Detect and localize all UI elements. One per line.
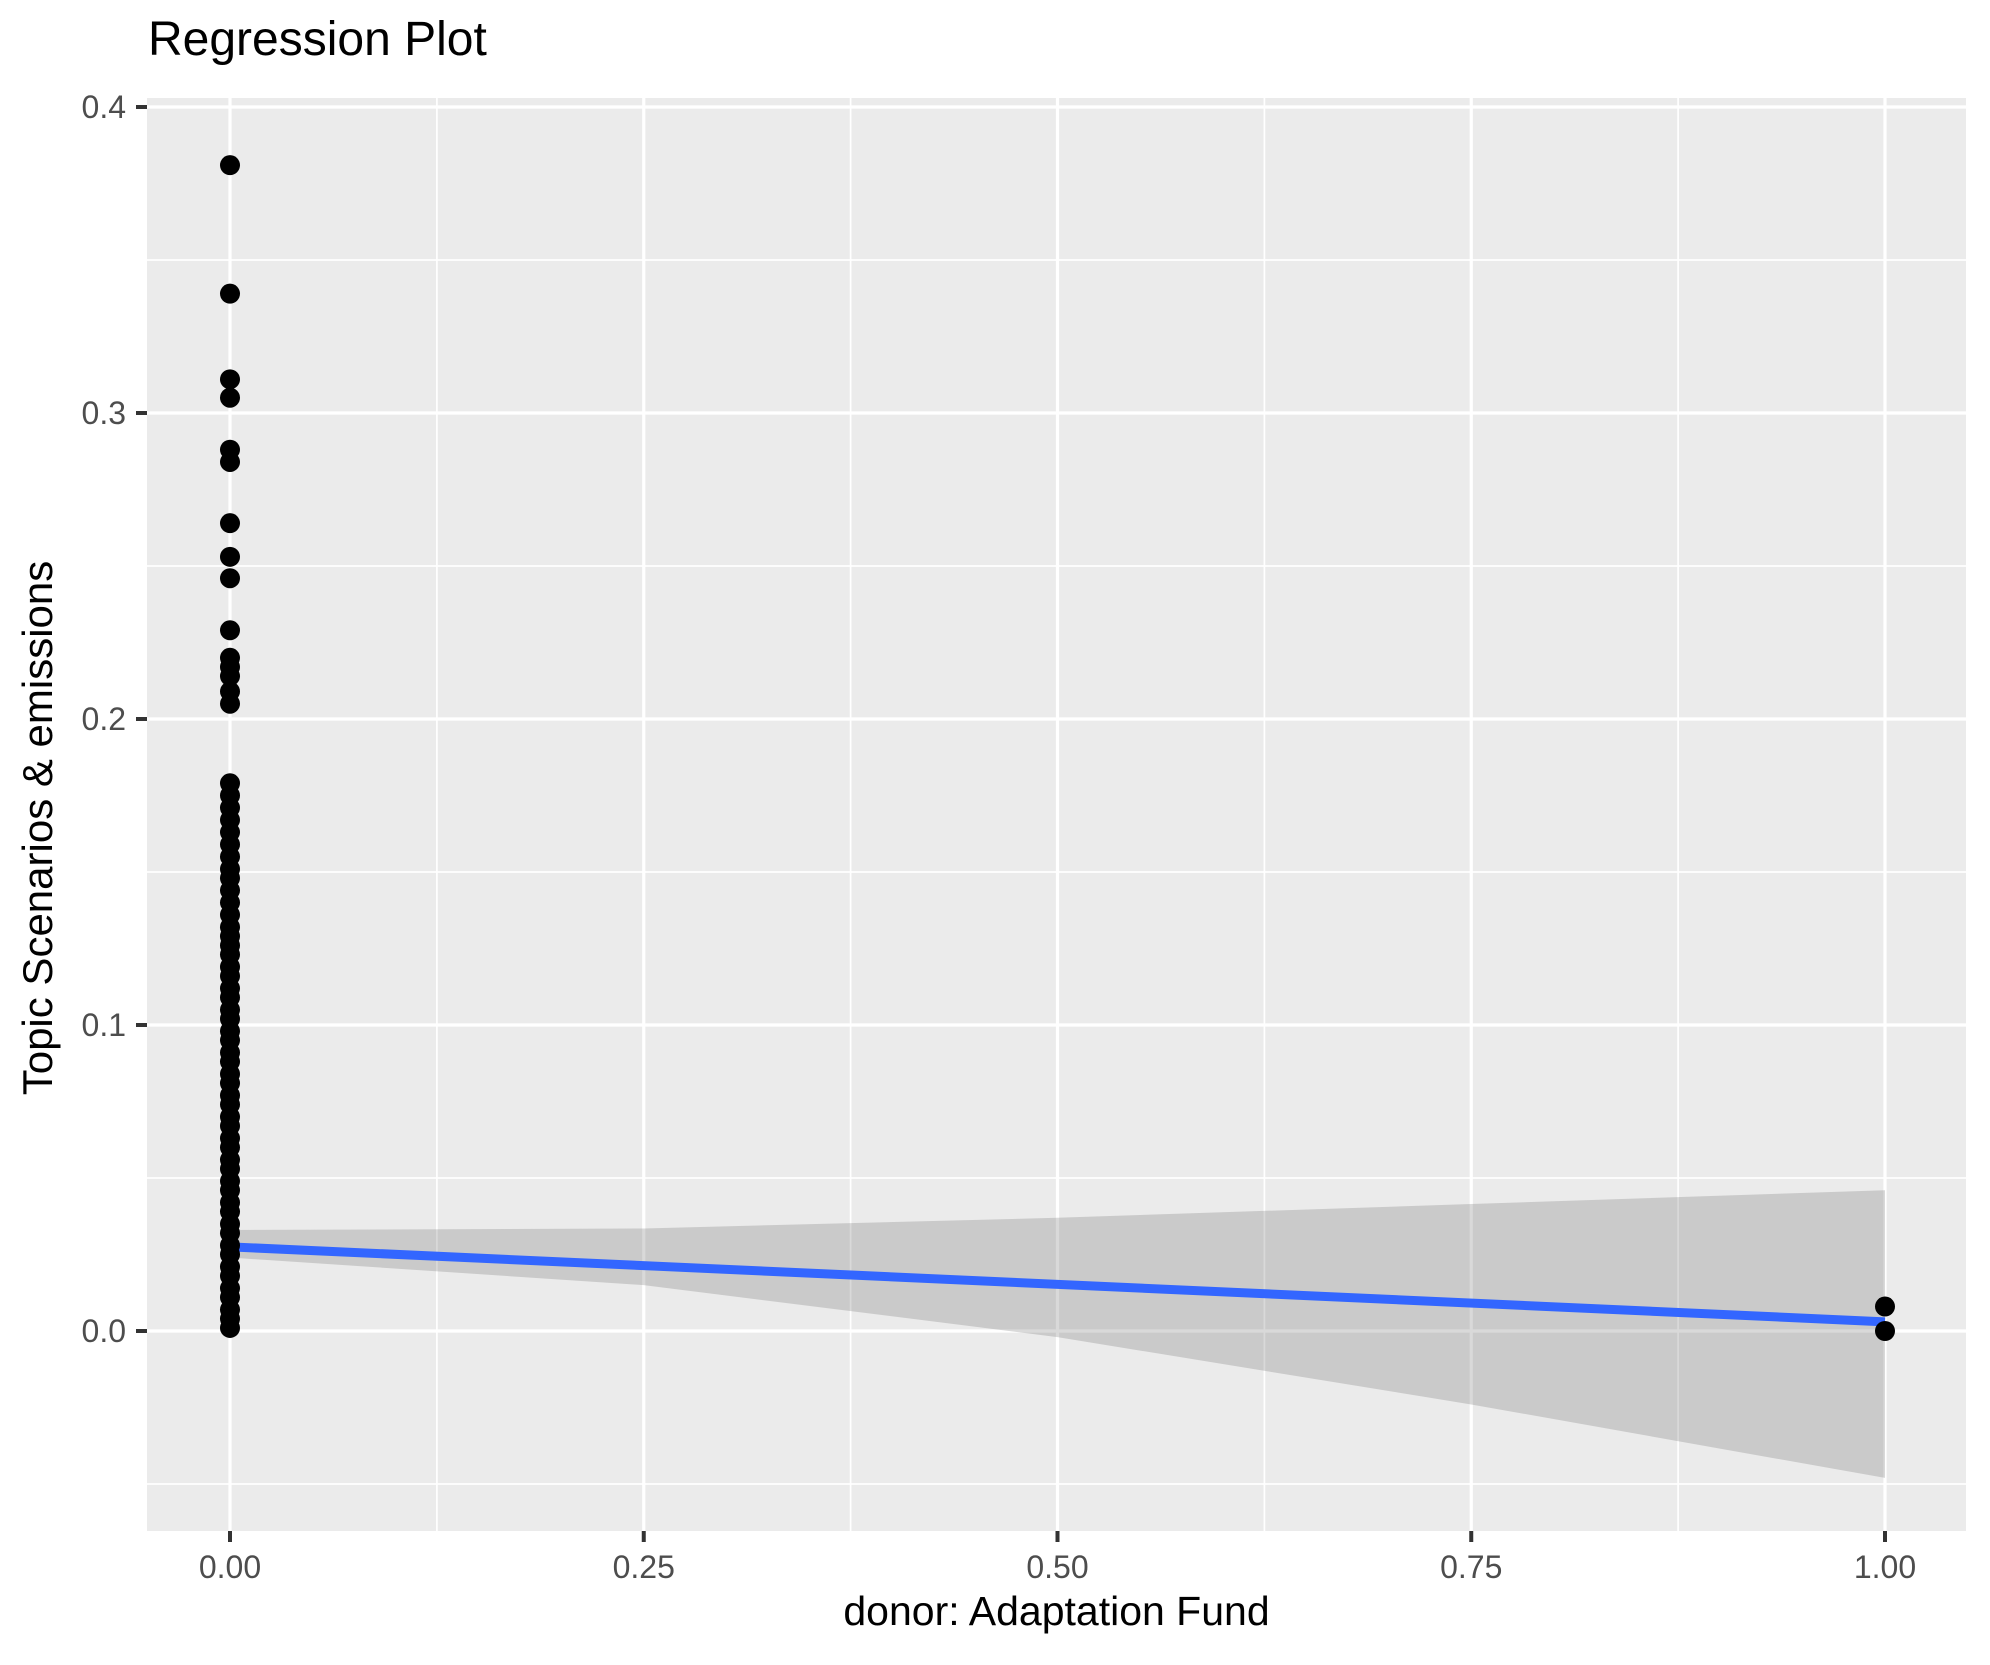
y-axis-tick-label: 0.1 bbox=[82, 1007, 126, 1043]
x-axis-tick-label: 0.00 bbox=[199, 1549, 261, 1585]
data-point bbox=[220, 283, 240, 304]
data-point bbox=[220, 666, 240, 687]
data-point bbox=[220, 568, 240, 589]
data-point bbox=[220, 369, 240, 390]
data-point bbox=[220, 546, 240, 567]
x-axis-tick-label: 0.75 bbox=[1440, 1549, 1502, 1585]
x-axis-tick-label: 1.00 bbox=[1854, 1549, 1916, 1585]
data-point bbox=[220, 620, 240, 641]
data-point bbox=[220, 155, 240, 176]
regression-line bbox=[229, 1242, 1886, 1327]
y-axis-tick-label: 0.3 bbox=[82, 395, 126, 431]
y-axis-title: Topic Scenarios & emissions bbox=[14, 560, 61, 1096]
data-point bbox=[1875, 1321, 1895, 1341]
data-point bbox=[220, 451, 240, 472]
data-point bbox=[220, 387, 240, 408]
x-axis-title: donor: Adaptation Fund bbox=[843, 1588, 1270, 1634]
y-axis-tick-label: 0.2 bbox=[82, 701, 126, 737]
x-axis-tick-label: 0.50 bbox=[1026, 1549, 1088, 1585]
data-point bbox=[1875, 1296, 1895, 1317]
y-axis-tick-label: 0.4 bbox=[82, 89, 126, 125]
chart-title: Regression Plot bbox=[148, 13, 487, 66]
data-point bbox=[220, 693, 240, 714]
x-axis-tick-label: 0.25 bbox=[613, 1549, 675, 1585]
data-point bbox=[220, 513, 240, 534]
data-point bbox=[220, 1317, 240, 1338]
y-axis-tick-label: 0.0 bbox=[82, 1313, 126, 1349]
